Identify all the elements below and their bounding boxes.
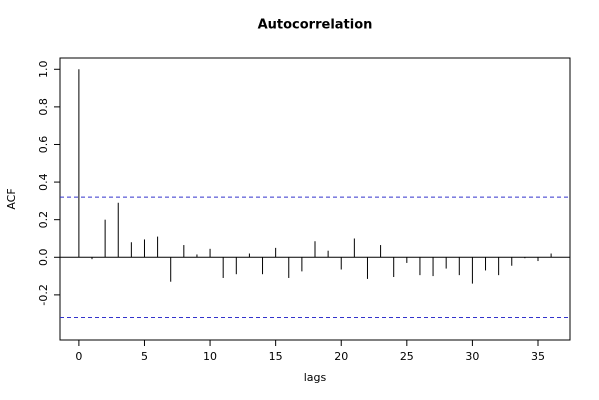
y-axis-label: ACF	[5, 188, 18, 209]
x-tick-label: 35	[531, 350, 545, 363]
y-tick-label: 1.0	[37, 61, 50, 79]
y-tick-label: 0.2	[37, 211, 50, 229]
chart-title: Autocorrelation	[258, 18, 373, 33]
y-tick-label: 0.6	[37, 136, 50, 154]
x-tick-label: 0	[75, 350, 82, 363]
y-tick-label: -0.2	[37, 284, 50, 305]
y-tick-label: 0.8	[37, 98, 50, 116]
y-tick-label: 0.0	[37, 249, 50, 267]
x-tick-label: 15	[269, 350, 283, 363]
x-tick-label: 5	[141, 350, 148, 363]
y-tick-label: 0.4	[37, 173, 50, 191]
x-tick-label: 10	[203, 350, 217, 363]
x-tick-label: 30	[465, 350, 479, 363]
x-tick-label: 20	[334, 350, 348, 363]
plot-frame	[59, 57, 571, 341]
x-axis-label: lags	[304, 371, 327, 384]
x-tick-label: 25	[400, 350, 414, 363]
